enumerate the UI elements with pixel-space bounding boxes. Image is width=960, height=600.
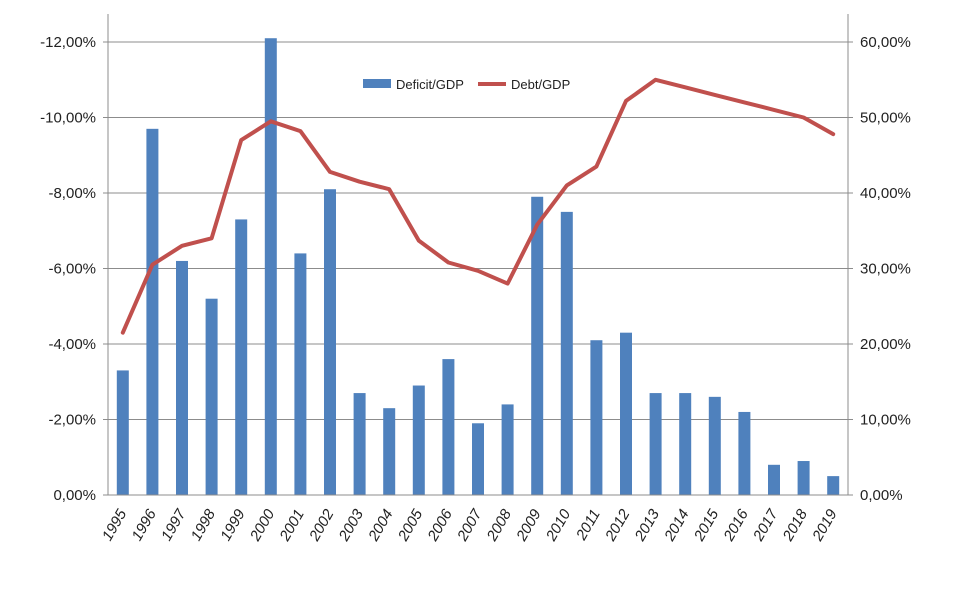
- legend-label-debt: Debt/GDP: [511, 77, 570, 92]
- debt-line-layer: [120, 77, 836, 335]
- deficit-bar-2010: [560, 211, 573, 495]
- x-tick-label-2016: 2016: [720, 506, 752, 545]
- legend-swatch-deficit: [363, 79, 391, 88]
- x-tick-label-2006: 2006: [424, 506, 456, 545]
- right-tick-label: 20,00%: [860, 336, 911, 353]
- x-tick-label-2008: 2008: [483, 506, 515, 545]
- deficit-bar-2011: [590, 340, 603, 495]
- deficit-bars: [116, 38, 840, 496]
- x-tick-label-2011: 2011: [573, 507, 604, 544]
- x-tick-label-2002: 2002: [306, 506, 338, 545]
- left-tick-label: -10,00%: [40, 110, 96, 127]
- x-tick-label-2004: 2004: [365, 507, 397, 545]
- left-tick-label: -6,00%: [48, 261, 96, 278]
- deficit-bar-1995: [116, 370, 129, 495]
- left-tick-label: -2,00%: [48, 412, 96, 429]
- x-tick-label-2009: 2009: [513, 506, 545, 545]
- x-tick-label-2007: 2007: [454, 506, 486, 545]
- right-tick-label: 50,00%: [860, 110, 911, 127]
- deficit-bar-2012: [620, 332, 632, 495]
- right-tick-label: 40,00%: [860, 185, 911, 202]
- deficit-bar-2005: [412, 385, 425, 495]
- left-tick-label: 0,00%: [53, 487, 96, 504]
- x-tick-label-2010: 2010: [542, 506, 574, 545]
- left-tick-label: -8,00%: [48, 185, 96, 202]
- deficit-bar-2018: [797, 461, 810, 495]
- deficit-bar-2009: [531, 196, 544, 495]
- deficit-bar-1998: [205, 298, 218, 495]
- x-tick-label-2012: 2012: [602, 506, 634, 545]
- x-tick-label-1996: 1996: [128, 506, 160, 544]
- x-tick-label-1999: 1999: [217, 506, 249, 544]
- x-tick-label-1997: 1997: [158, 506, 190, 544]
- deficit-bar-2003: [353, 393, 366, 495]
- x-tick-label-2015: 2015: [690, 506, 722, 545]
- x-tick-label-2018: 2018: [779, 506, 811, 545]
- deficit-bar-2007: [472, 423, 484, 495]
- left-tick-label: -12,00%: [40, 34, 96, 51]
- x-tick-label-2017: 2017: [750, 506, 782, 545]
- deficit-bar-2004: [383, 408, 396, 495]
- debt-line: [120, 77, 836, 335]
- deficit-bar-2017: [768, 464, 780, 495]
- x-tick-label-2013: 2013: [631, 506, 663, 545]
- x-tick-label-2003: 2003: [335, 506, 367, 545]
- gridlines: [108, 41, 848, 496]
- deficit-bar-2002: [324, 189, 336, 495]
- x-tick-label-1995: 1995: [99, 506, 131, 544]
- legend: Deficit/GDP Debt/GDP: [363, 77, 570, 92]
- x-tick-label-2000: 2000: [246, 506, 278, 545]
- x-tick-label-2019: 2019: [809, 506, 841, 545]
- right-tick-label: 60,00%: [860, 34, 911, 51]
- deficit-bar-2000: [264, 38, 277, 495]
- left-tick-label: -4,00%: [48, 336, 96, 353]
- deficit-bar-2006: [442, 359, 455, 495]
- deficit-bar-2001: [294, 253, 307, 495]
- deficit-bar-2019: [827, 476, 840, 495]
- deficit-bar-2014: [679, 393, 692, 495]
- deficit-bar-1997: [176, 260, 188, 495]
- x-tick-label-2014: 2014: [661, 507, 693, 545]
- deficit-bar-1999: [235, 219, 248, 496]
- deficit-bar-2013: [649, 393, 662, 495]
- right-tick-label: 30,00%: [860, 261, 911, 278]
- right-tick-label: 0,00%: [860, 487, 903, 504]
- deficit-bar-1996: [146, 128, 159, 495]
- x-tick-label-2005: 2005: [394, 506, 426, 545]
- x-tick-label-2001: 2001: [276, 507, 308, 545]
- deficit-bar-2015: [708, 396, 721, 495]
- right-tick-label: 10,00%: [860, 412, 911, 429]
- x-tick-label-1998: 1998: [188, 506, 220, 544]
- deficit-bar-2008: [501, 404, 514, 495]
- deficit-bar-2016: [738, 411, 751, 495]
- legend-label-deficit: Deficit/GDP: [396, 77, 464, 92]
